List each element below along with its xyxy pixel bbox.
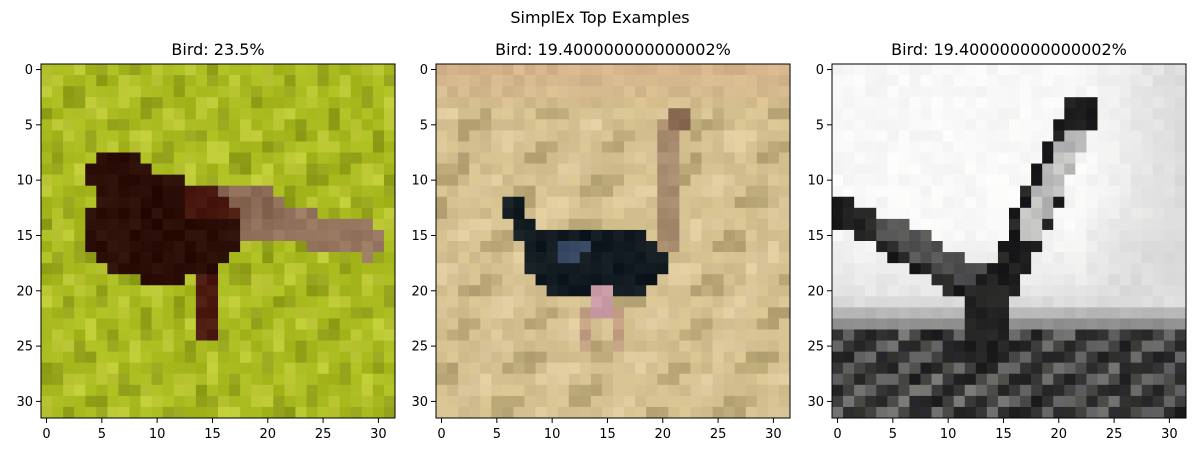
x-tick-label: 5 bbox=[493, 427, 501, 442]
x-tick-label: 20 bbox=[1051, 427, 1068, 442]
subplot-title: Bird: 19.400000000000002% bbox=[495, 40, 731, 59]
image-raster bbox=[41, 64, 396, 419]
y-tick-label: 30 bbox=[16, 395, 33, 410]
y-tick-label: 15 bbox=[16, 229, 33, 244]
y-tick-label: 25 bbox=[411, 340, 428, 355]
y-tick-label: 0 bbox=[25, 63, 33, 78]
y-tick-label: 10 bbox=[807, 174, 824, 189]
x-tick-label: 5 bbox=[889, 427, 897, 442]
y-tick-label: 25 bbox=[807, 340, 824, 355]
y-tick-label: 25 bbox=[16, 340, 33, 355]
y-tick-label: 5 bbox=[816, 118, 824, 133]
x-tick-label: 30 bbox=[765, 427, 782, 442]
subplots: Bird: 23.5%0 5 10 15 20 25 30051015202530Bird:… bbox=[16, 40, 1187, 442]
x-tick-label: 25 bbox=[1106, 427, 1123, 442]
x-tick-label: 15 bbox=[204, 427, 221, 442]
y-tick-label: 20 bbox=[411, 284, 428, 299]
y-tick-label: 20 bbox=[807, 284, 824, 299]
y-tick-label: 20 bbox=[16, 284, 33, 299]
y-tick-label: 30 bbox=[807, 395, 824, 410]
subplot-title: Bird: 19.400000000000002% bbox=[891, 40, 1127, 59]
y-tick-label: 10 bbox=[411, 174, 428, 189]
x-tick-label: 10 bbox=[544, 427, 561, 442]
y-tick-label: 5 bbox=[25, 118, 33, 133]
x-tick-label: 15 bbox=[599, 427, 616, 442]
subplot-3: Bird: 19.400000000000002% 0 5 10 15 20 25 30 0 5 1… bbox=[807, 40, 1187, 442]
axes-frame bbox=[40, 63, 396, 419]
y-tick-label: 0 bbox=[816, 63, 824, 78]
axes-frame bbox=[435, 63, 791, 419]
x-tick-label: 10 bbox=[149, 427, 166, 442]
y-tick-label: 10 bbox=[16, 174, 33, 189]
x-tick-label: 30 bbox=[370, 427, 387, 442]
y-tick-label: 30 bbox=[411, 395, 428, 410]
axes-frame bbox=[831, 63, 1187, 419]
x-tick-label: 0 bbox=[42, 427, 50, 442]
subplot-2: Bird: 19.400000000000002% 0 5 10 15 20 25 30 0 5 1… bbox=[411, 40, 791, 442]
x-tick-label: 25 bbox=[315, 427, 332, 442]
figure-suptitle: SimplEx Top Examples bbox=[510, 8, 689, 27]
x-tick-label: 20 bbox=[655, 427, 672, 442]
x-tick-label: 30 bbox=[1161, 427, 1178, 442]
subplot-1: Bird: 23.5% 0 5 10 15 20 25 30 0 5 10 15 20 25 30 bbox=[16, 40, 396, 442]
y-tick-label: 0 bbox=[420, 63, 428, 78]
x-tick-label: 0 bbox=[437, 427, 445, 442]
y-tick-label: 15 bbox=[807, 229, 824, 244]
x-tick-label: 25 bbox=[710, 427, 727, 442]
y-tick-label: 15 bbox=[411, 229, 428, 244]
x-tick-label: 20 bbox=[260, 427, 277, 442]
subplot-title: Bird: 23.5% bbox=[171, 40, 264, 59]
image-raster bbox=[832, 64, 1187, 419]
y-tick-label: 5 bbox=[420, 118, 428, 133]
x-tick-label: 15 bbox=[995, 427, 1012, 442]
x-tick-label: 10 bbox=[940, 427, 957, 442]
x-tick-label: 0 bbox=[833, 427, 841, 442]
x-tick-label: 5 bbox=[98, 427, 106, 442]
image-raster bbox=[436, 64, 791, 419]
